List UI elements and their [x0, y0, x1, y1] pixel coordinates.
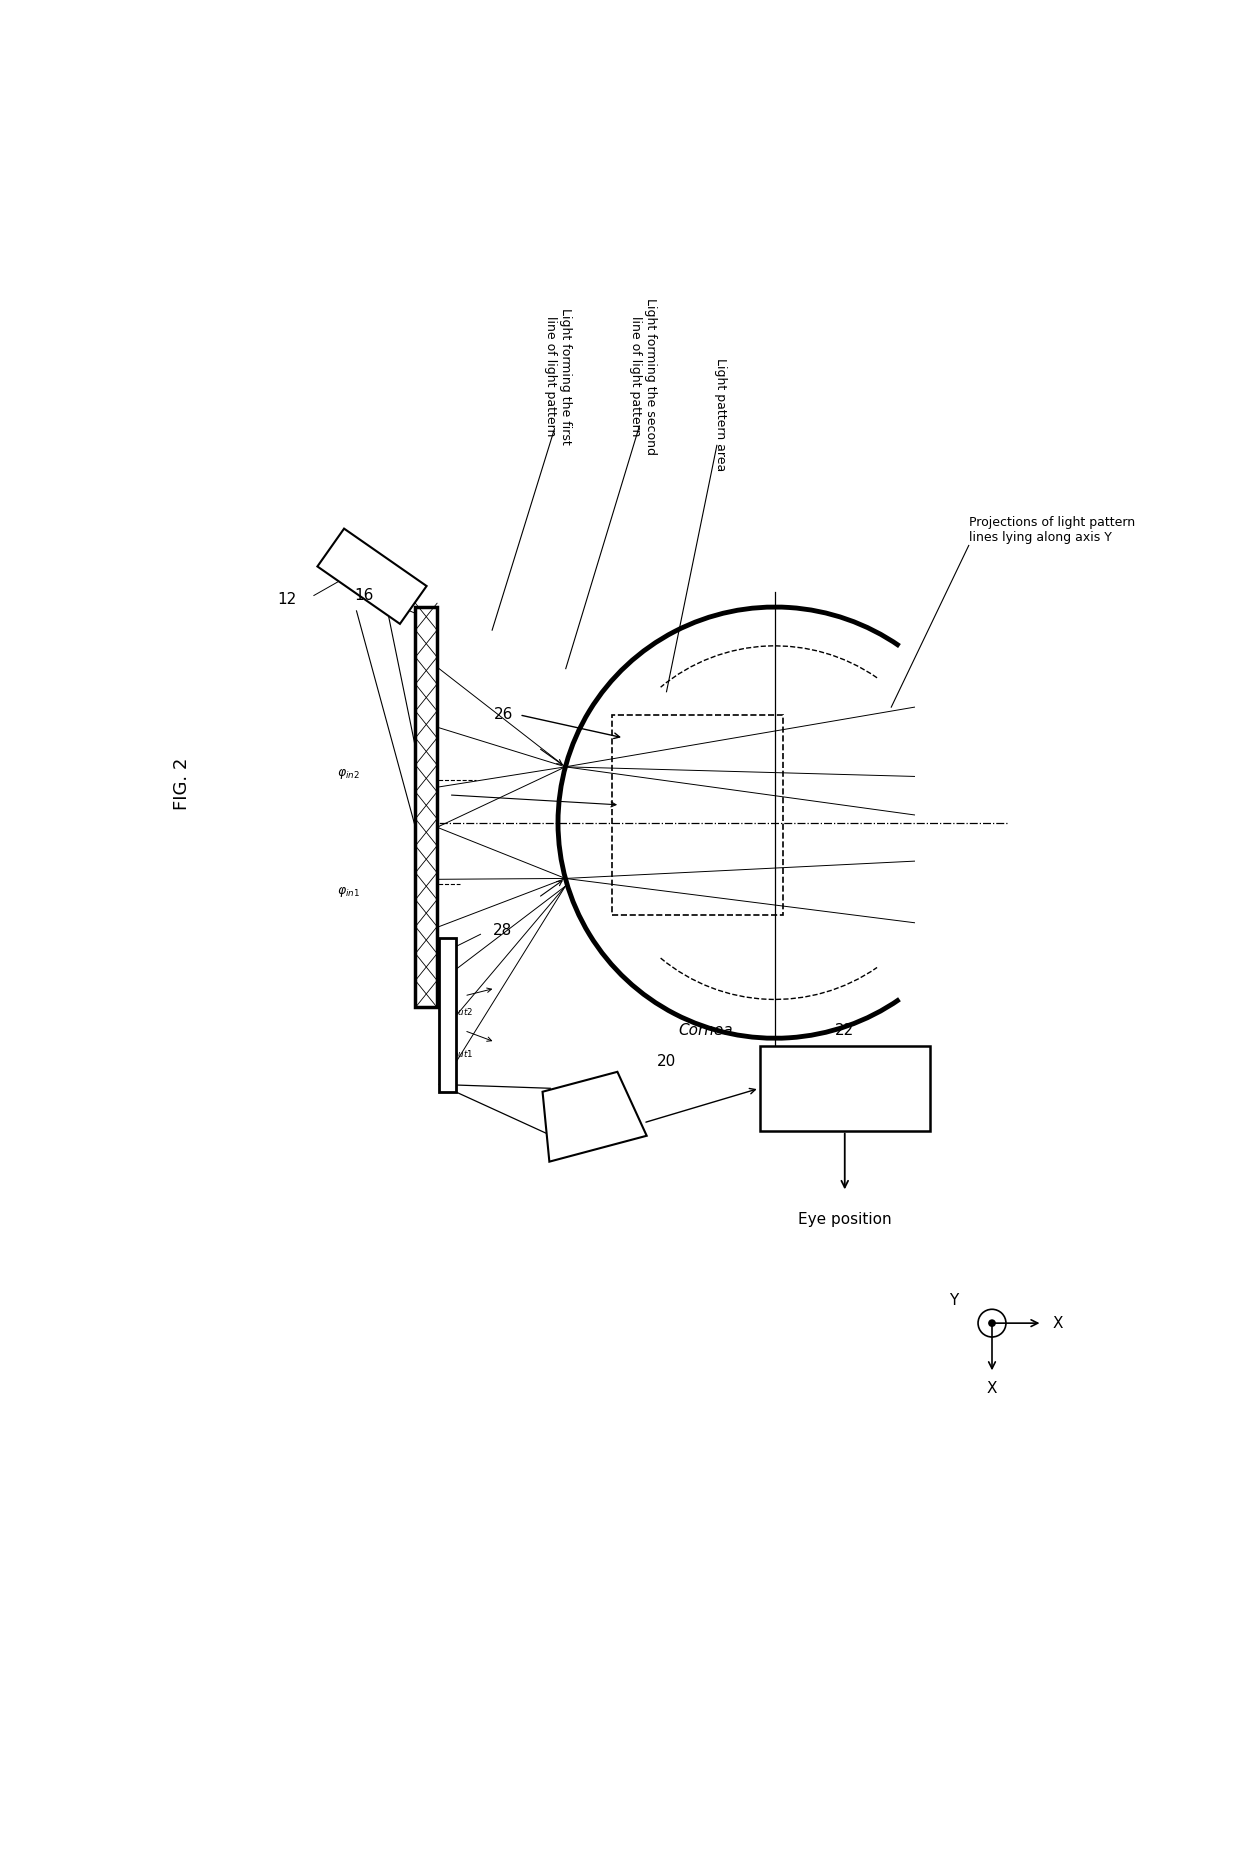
Text: Y: Y — [949, 1293, 957, 1308]
Text: 20: 20 — [657, 1054, 676, 1069]
Bar — [613, 715, 782, 915]
Text: $\alpha_{out2}$: $\alpha_{out2}$ — [444, 1006, 474, 1019]
Text: Light forming the first
line of light pattern: Light forming the first line of light pa… — [544, 308, 572, 445]
Text: Eye position: Eye position — [797, 1212, 892, 1227]
Text: Cornea: Cornea — [678, 1022, 733, 1037]
Text: 12: 12 — [277, 591, 296, 606]
Polygon shape — [543, 1071, 647, 1161]
Bar — [759, 1047, 930, 1131]
Text: Projections of light pattern
lines lying along axis Y: Projections of light pattern lines lying… — [968, 516, 1135, 544]
Text: $\alpha_{out1}$: $\alpha_{out1}$ — [444, 1047, 474, 1060]
Text: 22: 22 — [835, 1022, 854, 1037]
Text: $\varphi_{in2}$: $\varphi_{in2}$ — [337, 767, 360, 780]
Text: 26: 26 — [494, 707, 513, 722]
Bar — [439, 938, 456, 1092]
Text: X: X — [1053, 1315, 1063, 1330]
Text: FIG. 2: FIG. 2 — [174, 758, 191, 810]
Text: 16: 16 — [355, 587, 374, 602]
Text: 28: 28 — [492, 923, 512, 938]
Polygon shape — [317, 529, 427, 625]
Text: X: X — [987, 1381, 997, 1396]
Text: Light forming the second
line of light pattern: Light forming the second line of light p… — [629, 298, 657, 454]
Text: $\varphi_{in1}$: $\varphi_{in1}$ — [337, 885, 361, 899]
Circle shape — [988, 1319, 996, 1326]
Text: Light pattern area: Light pattern area — [714, 358, 727, 471]
Bar — [415, 608, 436, 1007]
